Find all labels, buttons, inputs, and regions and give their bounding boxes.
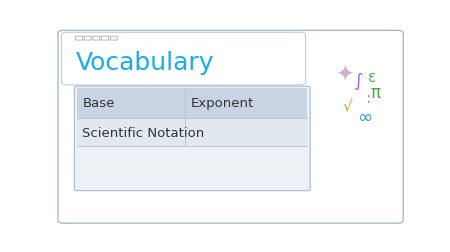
Text: Scientific Notation: Scientific Notation	[82, 126, 205, 139]
Text: ✦: ✦	[335, 65, 353, 85]
FancyBboxPatch shape	[84, 37, 91, 41]
Bar	[77, 118, 307, 147]
Text: Exponent: Exponent	[190, 97, 254, 110]
Text: π: π	[370, 83, 380, 101]
Text: ε: ε	[368, 69, 376, 84]
FancyBboxPatch shape	[93, 37, 100, 41]
Text: Base: Base	[82, 97, 115, 110]
Bar	[77, 88, 307, 118]
Text: ∶: ∶	[367, 93, 370, 107]
FancyBboxPatch shape	[58, 31, 403, 223]
Text: ∫: ∫	[353, 72, 363, 90]
Text: Vocabulary: Vocabulary	[76, 51, 214, 75]
FancyBboxPatch shape	[110, 37, 117, 41]
FancyBboxPatch shape	[62, 33, 306, 85]
FancyBboxPatch shape	[102, 37, 108, 41]
Text: ∞: ∞	[357, 109, 373, 127]
FancyBboxPatch shape	[76, 37, 82, 41]
Text: √: √	[342, 99, 352, 113]
FancyBboxPatch shape	[74, 87, 310, 191]
